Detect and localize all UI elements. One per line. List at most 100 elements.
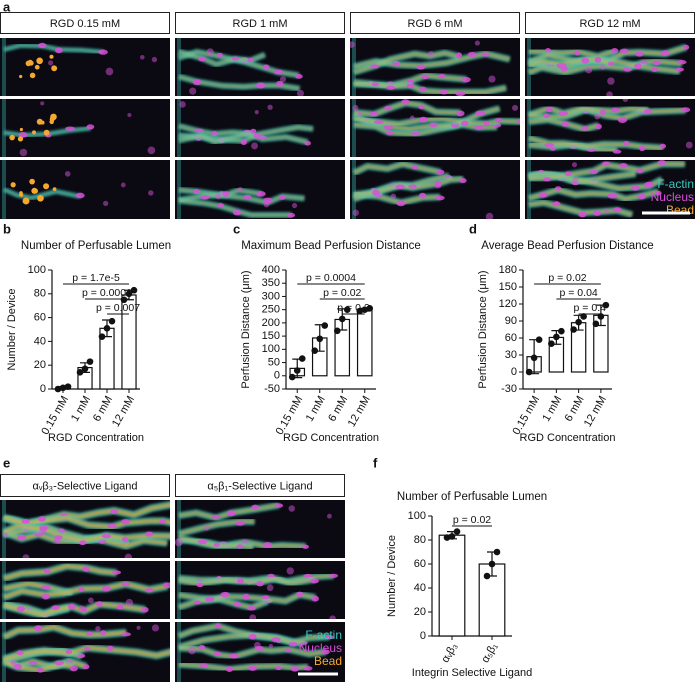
nucleus xyxy=(578,211,587,218)
nucleus xyxy=(461,120,469,126)
nucleus xyxy=(554,186,562,191)
nucleus xyxy=(199,663,209,668)
bead xyxy=(43,129,50,136)
nucleus xyxy=(226,510,236,517)
nucleus xyxy=(220,591,230,598)
data-point xyxy=(130,286,138,294)
bead xyxy=(22,197,30,205)
data-point xyxy=(453,528,461,535)
cell xyxy=(606,91,613,96)
nucleus xyxy=(79,540,87,546)
cell xyxy=(40,101,45,106)
y-tick-label: 120 xyxy=(499,298,517,310)
nucleus xyxy=(251,504,260,511)
y-tick-label: 100 xyxy=(262,343,280,355)
legend-label: F-actin xyxy=(305,628,342,642)
nucleus xyxy=(459,177,467,184)
nucleus xyxy=(369,111,379,117)
nucleus xyxy=(162,582,170,589)
nucleus xyxy=(228,653,239,659)
bead xyxy=(32,188,38,194)
channel-edge xyxy=(2,99,6,157)
nucleus xyxy=(144,531,154,537)
cell xyxy=(357,110,363,116)
channel-edge xyxy=(352,160,356,219)
y-tick-label: 100 xyxy=(28,264,46,276)
nucleus xyxy=(275,503,284,508)
bar xyxy=(438,534,466,637)
nucleus xyxy=(612,207,622,213)
y-tick-label: 20 xyxy=(414,606,426,618)
nucleus xyxy=(67,603,76,610)
nucleus xyxy=(256,191,266,197)
nucleus xyxy=(262,64,270,70)
x-tick-label: 0.15 mM xyxy=(274,394,306,437)
micrograph xyxy=(525,160,695,219)
cell xyxy=(87,597,94,604)
nucleus xyxy=(392,60,401,67)
nucleus xyxy=(418,192,427,199)
bead-fill xyxy=(528,59,682,75)
x-tick-label: 0.15 mM xyxy=(39,394,71,437)
nucleus xyxy=(253,132,262,139)
cell xyxy=(409,115,415,121)
nucleus xyxy=(225,666,234,673)
nucleus xyxy=(475,110,486,116)
nucleus xyxy=(54,660,64,666)
channel-edge xyxy=(177,160,181,219)
bead xyxy=(49,54,54,59)
data-point xyxy=(535,336,543,344)
legend-label: Nucleus xyxy=(299,641,342,655)
channel-edge xyxy=(177,38,181,96)
nucleus xyxy=(406,83,415,89)
nucleus xyxy=(634,63,642,70)
y-tick-label: 350 xyxy=(262,277,280,289)
nucleus xyxy=(98,49,108,55)
channel-edge xyxy=(177,561,181,619)
bead-fill xyxy=(178,130,254,144)
nucleus xyxy=(28,660,38,665)
y-tick-label: 60 xyxy=(34,312,46,324)
x-tick-label: 12 mM xyxy=(346,394,373,429)
data-point xyxy=(316,335,324,343)
cell xyxy=(622,99,629,102)
data-point xyxy=(448,533,456,540)
nucleus xyxy=(435,195,445,201)
p-value: p = 0.02 xyxy=(548,272,586,284)
cell xyxy=(572,177,579,184)
data-point xyxy=(321,322,329,329)
nucleus xyxy=(385,130,394,135)
nucleus xyxy=(100,630,107,636)
cell xyxy=(279,76,287,83)
cell xyxy=(554,200,559,206)
bead xyxy=(32,130,36,135)
data-point xyxy=(293,367,301,374)
cell xyxy=(188,646,196,655)
cell xyxy=(258,645,265,652)
cell xyxy=(78,605,86,613)
nucleus xyxy=(372,189,380,196)
micrograph xyxy=(350,160,520,219)
nucleus xyxy=(196,582,204,588)
x-tick-label: αᵥβ₃ xyxy=(439,641,460,665)
cell xyxy=(427,50,435,58)
bead xyxy=(28,60,34,66)
nucleus xyxy=(16,650,24,656)
nucleus xyxy=(325,634,334,640)
panel-label: e xyxy=(3,455,10,470)
y-tick-label: 40 xyxy=(34,335,46,347)
nucleus xyxy=(141,606,149,613)
bead xyxy=(29,178,35,185)
nucleus xyxy=(561,121,570,127)
data-point xyxy=(602,301,610,309)
nucleus xyxy=(438,73,446,79)
cell xyxy=(206,48,214,56)
micrograph xyxy=(0,99,170,157)
nucleus xyxy=(558,110,569,116)
nucleus xyxy=(418,104,425,110)
y-axis-label: Perfusion Distance (μm) xyxy=(240,270,252,388)
channel-edge xyxy=(2,561,6,619)
x-tick-label: 1 mM xyxy=(304,394,328,424)
nucleus xyxy=(232,209,242,216)
x-tick-label: 12 mM xyxy=(110,394,137,429)
